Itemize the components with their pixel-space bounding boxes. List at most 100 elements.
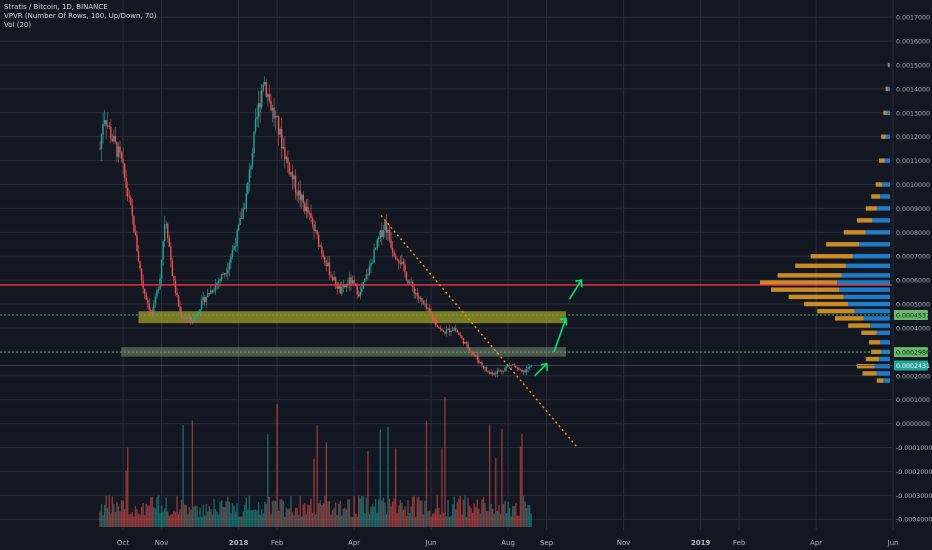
vpvr-down-bar — [804, 301, 849, 307]
vpvr-down-bar — [883, 110, 887, 115]
volume-bar — [336, 515, 338, 527]
volume-bar — [519, 446, 522, 527]
volume-bar — [222, 507, 224, 527]
volume-bar — [482, 497, 485, 527]
price-labels: 0.0004537 0.0002986 0.0002431 — [894, 310, 930, 371]
candle-body — [127, 188, 129, 197]
candle-body — [475, 355, 477, 357]
candle-body — [462, 338, 465, 344]
candle-body — [485, 367, 488, 372]
x-tick-label: Apr — [348, 539, 360, 547]
volume-bar — [485, 510, 488, 527]
volume-bar — [240, 516, 243, 527]
volume-bar — [160, 505, 163, 527]
volume-bar — [498, 504, 500, 527]
volume-bar — [145, 503, 147, 527]
candle-body — [253, 131, 255, 154]
volume-bar — [322, 503, 324, 527]
volume-bar — [384, 502, 386, 527]
y-tick-label: 0.0011000 — [896, 158, 930, 165]
candle-body — [422, 301, 425, 304]
time-axis[interactable]: Oct Nov 2018 Feb Apr Jun Aug Sep Nov 2019 Feb Apr Ju… — [117, 539, 899, 547]
price-axis[interactable]: 0.0017000 0.0016000 0.0015000 0.0014000 0.00… — [896, 15, 932, 524]
vpvr-up-bar — [859, 242, 890, 247]
volume-bar — [488, 424, 491, 527]
volume-bar — [153, 507, 155, 527]
candle-body — [139, 261, 141, 269]
volume-bar — [281, 499, 283, 527]
candle-body — [159, 278, 161, 290]
candle-body — [373, 249, 375, 263]
vpvr-indicator-label[interactable]: VPVR (Number Of Rows, 100, Up/Down, 70) — [4, 12, 157, 20]
vpvr-down-bar — [865, 206, 877, 211]
candle-body — [123, 163, 126, 178]
volume-bar — [425, 420, 428, 527]
candle-body — [145, 293, 147, 300]
volume-bar — [254, 509, 257, 527]
volume-bar — [151, 496, 154, 527]
volume-bar — [345, 509, 348, 527]
candle-body — [157, 289, 160, 291]
volume-bar — [524, 501, 526, 527]
volume-bar — [413, 495, 415, 527]
volume-bar — [147, 505, 149, 527]
volume-bar — [176, 496, 178, 527]
volume-bar — [162, 511, 164, 527]
vpvr-up-bar — [887, 86, 890, 92]
candle-body — [527, 367, 529, 370]
x-tick-label: Sep — [540, 539, 554, 547]
volume-bar — [496, 510, 499, 527]
candle-body — [381, 230, 383, 237]
candle-body — [416, 293, 418, 297]
price-label: 0.0004537 — [896, 313, 930, 320]
x-tick-label: Nov — [617, 539, 631, 547]
vpvr-down-bar — [865, 356, 879, 362]
volume-bar — [264, 501, 266, 527]
candle-body — [399, 262, 401, 264]
candle-body — [133, 215, 135, 233]
volume-bar — [274, 501, 277, 527]
candle-body — [304, 202, 306, 212]
volume-bar — [216, 511, 218, 527]
candle-body — [476, 355, 478, 360]
volume-bar — [100, 504, 103, 527]
y-tick-label: 0.0014000 — [896, 86, 930, 93]
candle-body — [419, 298, 422, 299]
candle-body — [314, 230, 317, 231]
candle-body — [479, 362, 482, 364]
candle-body — [435, 320, 437, 325]
candle-body — [319, 246, 321, 248]
volume-bar — [253, 510, 255, 527]
y-tick-label: -0.0002000 — [896, 469, 932, 476]
volume-bar — [125, 470, 127, 527]
candle-body — [448, 328, 451, 333]
candle-body — [219, 278, 221, 282]
volume-bar — [202, 504, 204, 527]
candle-body — [281, 129, 283, 149]
candle-body — [478, 359, 480, 363]
volume-bar — [348, 499, 351, 527]
candle-body — [522, 370, 525, 372]
candle-body — [197, 312, 200, 315]
volume-bar — [522, 495, 525, 527]
candle-body — [358, 294, 360, 297]
volume-bar — [167, 511, 169, 527]
candle-body — [370, 263, 372, 266]
volume-bar — [467, 497, 469, 527]
volume-indicator-label[interactable]: Vol (20) — [4, 21, 32, 29]
volume-bar — [398, 505, 400, 527]
candle-body — [401, 261, 403, 264]
candle-body — [516, 367, 519, 369]
candle-body — [501, 370, 503, 372]
candles — [99, 76, 532, 378]
candle-body — [147, 299, 149, 304]
candle-body — [156, 290, 158, 297]
candle-body — [364, 278, 366, 283]
volume-bar — [220, 500, 223, 527]
candle-body — [407, 280, 409, 284]
volume-bar — [490, 503, 492, 527]
symbol-title[interactable]: Stratis / Bitcoin, 1D, BINANCE — [4, 3, 108, 11]
candle-body — [430, 312, 432, 316]
vpvr-up-bar — [854, 309, 890, 314]
